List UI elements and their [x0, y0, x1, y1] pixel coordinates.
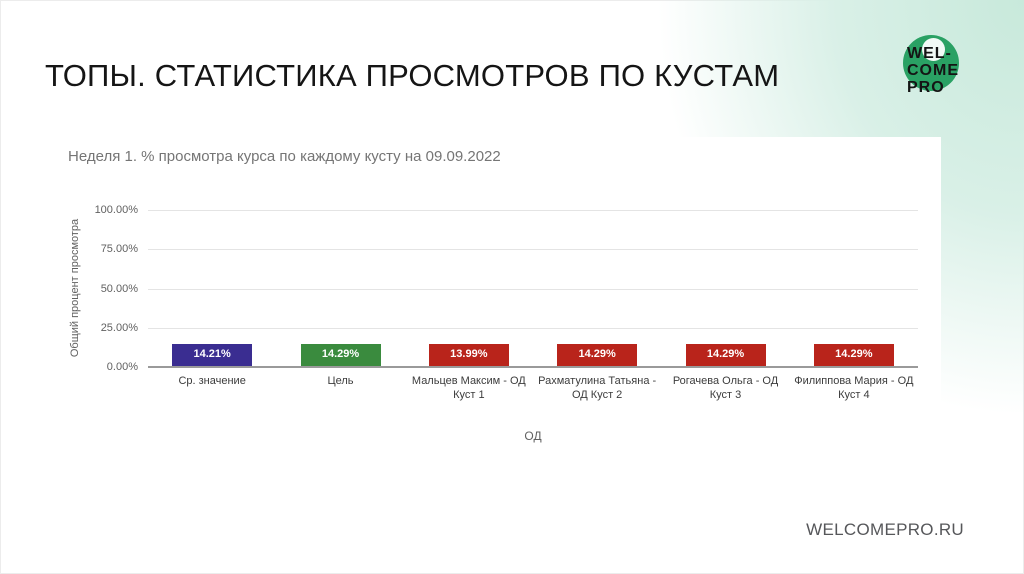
bar-value-label: 14.29%	[578, 348, 616, 360]
bar-4: 14.29%	[557, 344, 638, 366]
x-category-label: Мальцев Максим - ОД Куст 1	[411, 375, 526, 401]
y-tick-label: 25.00%	[100, 321, 138, 334]
x-axis-baseline	[148, 366, 918, 368]
logo-line-3: PRO	[907, 79, 945, 96]
bar-5: 14.29%	[685, 344, 766, 366]
bar-chart-plot-area: 0.00% 25.00% 50.00% 75.00% 100.00% 14.21% 14.2…	[95, 204, 918, 373]
bar-2: 14.29%	[300, 344, 381, 366]
logo-line-2: COME	[907, 62, 959, 79]
bar-value-label: 14.29%	[321, 348, 360, 360]
x-category-label: Рогачева Ольга - ОД Куст 3	[672, 375, 779, 401]
chart-card: Неделя 1. % просмотра курса по каждому к…	[38, 137, 941, 500]
y-tick-label: 100.00%	[94, 204, 138, 216]
x-category-label: Цель	[327, 375, 354, 387]
logo-line-1: WEL-	[907, 45, 952, 62]
y-tick-label: 50.00%	[100, 282, 138, 295]
bar-1: 14.21%	[172, 344, 253, 366]
bar-value-label: 14.21%	[193, 348, 231, 360]
chart-title: Неделя 1. % просмотра курса по каждому к…	[68, 148, 501, 165]
bar-value-label: 14.29%	[706, 348, 745, 360]
y-tick-label: 75.00%	[100, 243, 138, 256]
gridline	[148, 249, 918, 251]
gridline	[148, 288, 918, 290]
bar-value-label: 13.99%	[450, 348, 488, 360]
slide-title: ТОПЫ. СТАТИСТИКА ПРОСМОТРОВ ПО КУСТАМ	[45, 58, 780, 93]
logo-circle-hole	[922, 38, 945, 61]
logo-wordmark: WEL- COME PRO	[907, 45, 959, 96]
x-category-label: Филиппова Мария - ОД Куст 4	[794, 375, 914, 401]
y-tick-label: 0.00%	[106, 361, 138, 373]
gridline	[148, 210, 918, 211]
welcomepro-logo: WEL- COME PRO	[903, 33, 983, 111]
gridline	[148, 327, 918, 329]
bar-6: 14.29%	[813, 344, 894, 366]
bar-value-label: 14.29%	[835, 348, 873, 360]
bar-3: 13.99%	[428, 344, 509, 366]
x-category-label: Ср. значение	[178, 375, 246, 387]
x-category-label: Рахматулина Татьяна - ОД Куст 2	[538, 375, 657, 401]
footer-website-url: WELCOMEPRO.RU	[806, 520, 964, 539]
x-axis-title: ОД	[524, 429, 542, 443]
